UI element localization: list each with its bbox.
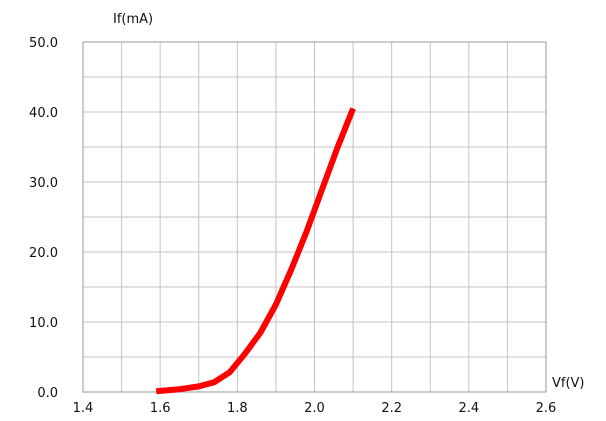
data-point xyxy=(321,188,323,190)
y-tick-label: 40.0 xyxy=(29,106,58,121)
x-tick-label: 2.2 xyxy=(381,401,402,416)
x-tick-label: 1.4 xyxy=(73,401,94,416)
data-point xyxy=(178,388,180,390)
data-point xyxy=(290,269,292,270)
data-point xyxy=(155,390,157,392)
y-tick-label: 20.0 xyxy=(29,246,58,261)
x-tick-label: 1.6 xyxy=(150,401,171,416)
x-tick-label: 2.4 xyxy=(458,401,479,416)
data-point xyxy=(198,385,200,387)
data-point xyxy=(275,304,277,305)
y-tick-label: 30.0 xyxy=(29,176,58,191)
y-tick-label: 50.0 xyxy=(29,36,58,51)
data-point xyxy=(244,353,246,354)
data-point xyxy=(352,108,354,109)
data-point xyxy=(213,381,215,383)
x-tick-label: 2.0 xyxy=(304,401,325,416)
y-tick-label: 0.0 xyxy=(37,386,58,401)
grid xyxy=(82,41,547,393)
y-axis-title: If(mA) xyxy=(113,12,153,27)
data-point xyxy=(259,332,261,333)
data-point xyxy=(306,230,308,232)
data-layer xyxy=(155,107,356,395)
labels: 1.4 1.6 1.8 2.0 2.2 2.4 2.6 0.0 10.0 20.0 30.0 40.0… xyxy=(29,36,556,416)
y-tick-label: 10.0 xyxy=(29,316,58,331)
plot-frame xyxy=(82,41,547,393)
x-tick-label: 2.6 xyxy=(536,401,557,416)
data-point xyxy=(337,146,339,148)
x-axis-title: Vf(V) xyxy=(552,376,585,391)
data-point xyxy=(229,371,231,373)
x-tick-label: 1.8 xyxy=(227,401,248,416)
